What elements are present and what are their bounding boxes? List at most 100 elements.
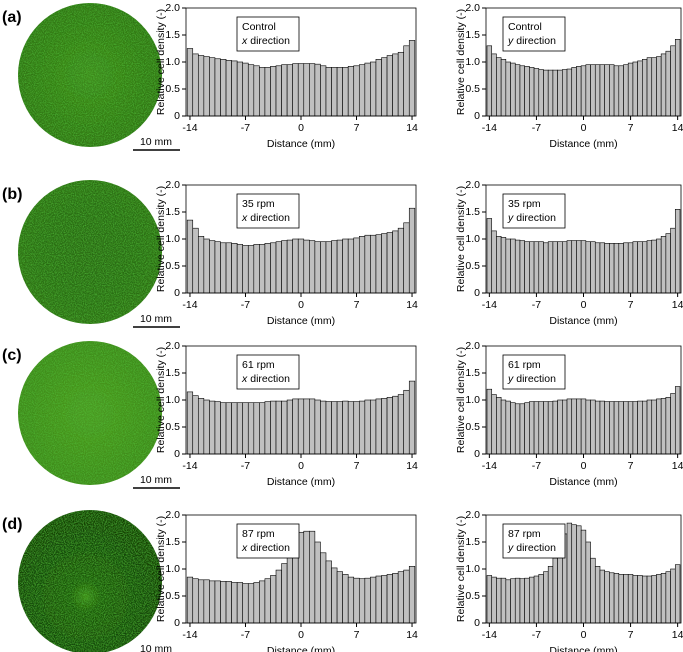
bar: [524, 402, 530, 455]
bar: [342, 238, 349, 294]
bar: [637, 60, 643, 117]
bar: [505, 579, 511, 624]
bar: [253, 65, 260, 117]
bar: [646, 399, 653, 455]
y-axis-label: Relative cell density (-): [155, 516, 167, 622]
annotation-direction: y direction: [507, 542, 556, 554]
bar: [491, 53, 497, 117]
bar: [519, 65, 525, 117]
bar: [192, 578, 199, 624]
bar: [665, 571, 671, 624]
bar: [533, 401, 540, 455]
bar: [203, 56, 210, 117]
y-tick-label: 1.5: [465, 29, 480, 41]
bar: [253, 244, 260, 294]
bar: [386, 574, 393, 624]
x-tick-label: 0: [581, 460, 587, 472]
dish-image: [18, 3, 162, 147]
x-tick-label: 0: [298, 299, 304, 311]
bar: [543, 401, 549, 455]
scale-bar-label: 10 mm: [140, 474, 172, 486]
bar: [281, 240, 288, 294]
bar: [408, 40, 416, 117]
y-tick-label: 1.5: [165, 367, 180, 379]
bar: [613, 573, 620, 624]
bar: [397, 227, 405, 294]
bar: [514, 577, 521, 624]
bar: [303, 239, 310, 294]
bar: [670, 45, 676, 117]
bar: [646, 575, 653, 624]
bar: [670, 568, 676, 624]
bar: [519, 403, 525, 455]
annotation-box: [236, 16, 300, 52]
bar: [314, 541, 321, 624]
x-tick-label: 7: [354, 122, 360, 134]
bar: [203, 399, 210, 455]
bar: [247, 583, 255, 624]
bar: [656, 56, 662, 117]
x-tick-label: 7: [354, 460, 360, 472]
y-tick-label: 0.5: [165, 260, 180, 272]
bar: [613, 243, 620, 294]
bar: [576, 240, 582, 294]
bar: [408, 565, 416, 624]
bar: [353, 65, 360, 117]
bar: [220, 402, 227, 455]
x-tick-label: 0: [298, 122, 304, 134]
x-axis-label: Distance (mm): [549, 476, 617, 488]
bar: [651, 57, 657, 117]
bar: [270, 66, 277, 117]
bar: [375, 58, 382, 117]
bar: [627, 574, 634, 624]
annotation-axis: x: [241, 373, 248, 385]
annotation-suffix: direction: [250, 35, 290, 47]
bar: [510, 402, 516, 455]
annotation-direction: x direction: [241, 212, 290, 224]
bar: [627, 242, 634, 294]
x-tick-label: 7: [628, 299, 634, 311]
bar: [342, 574, 349, 624]
bar: [347, 576, 355, 624]
x-tick-label: 14: [406, 629, 418, 641]
annotation-direction: y direction: [507, 35, 556, 47]
y-tick-label: 1.5: [165, 536, 180, 548]
bar: [192, 227, 199, 294]
bar: [660, 236, 667, 294]
x-tick-label: 7: [628, 460, 634, 472]
bar: [275, 65, 282, 117]
bar: [618, 65, 624, 117]
bar: [623, 401, 629, 455]
bar: [656, 238, 662, 294]
bar: [524, 577, 530, 624]
bar: [642, 241, 648, 294]
bar: [557, 399, 563, 455]
bar: [656, 398, 662, 455]
bar: [220, 581, 227, 624]
bar: [320, 65, 327, 117]
bar: [496, 57, 502, 117]
annotation-condition: 61 rpm: [508, 359, 541, 371]
bar: [397, 51, 405, 117]
bar: [209, 400, 216, 455]
bar: [538, 69, 544, 117]
bar: [496, 577, 502, 624]
bar: [594, 565, 601, 624]
x-tick-label: -14: [482, 629, 497, 641]
scale-bar-label: 10 mm: [140, 313, 172, 325]
bar: [514, 64, 521, 117]
bar: [186, 576, 194, 624]
bar: [533, 241, 540, 294]
y-tick-label: 0: [174, 287, 180, 299]
x-tick-label: 0: [581, 122, 587, 134]
bar: [491, 576, 497, 624]
annotation-axis: x: [241, 35, 248, 47]
annotation-suffix: direction: [516, 542, 556, 554]
y-axis-label: Relative cell density (-): [455, 9, 467, 115]
bar: [397, 394, 405, 455]
bar: [594, 242, 601, 294]
bar: [292, 238, 299, 294]
y-tick-label: 0.5: [465, 590, 480, 602]
bar: [510, 238, 516, 294]
bar: [543, 571, 549, 624]
